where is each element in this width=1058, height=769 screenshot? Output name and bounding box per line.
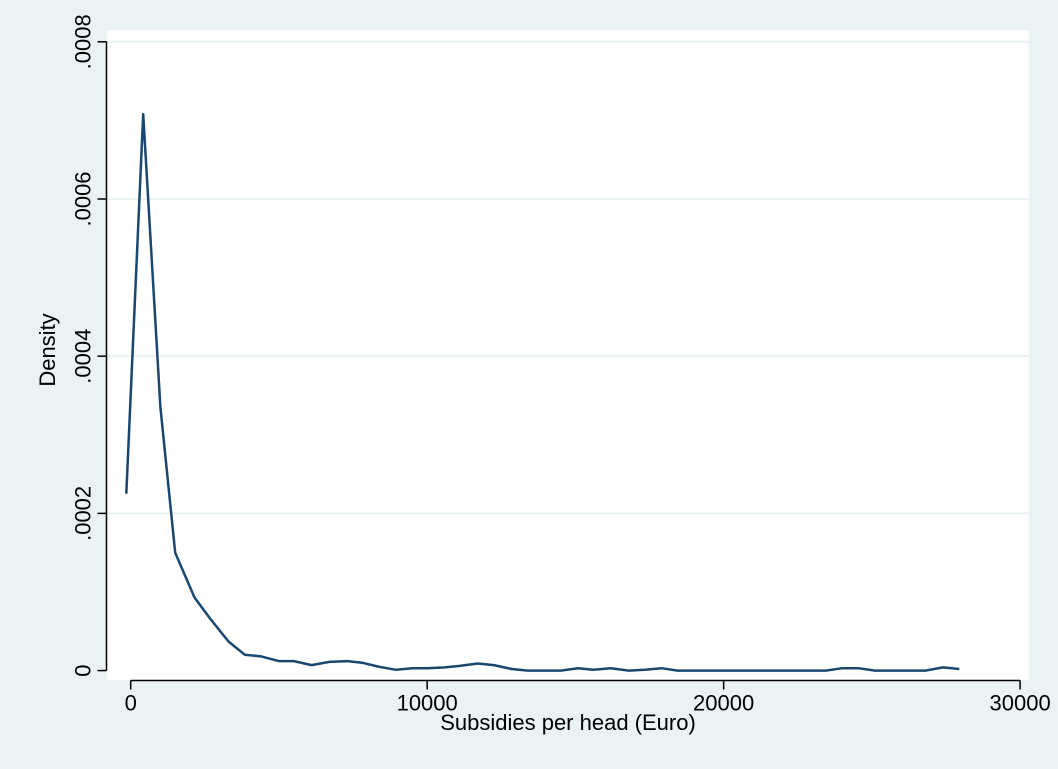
x-axis-title: Subsidies per head (Euro) (440, 710, 696, 735)
y-tick-label-0: 0 (71, 664, 96, 676)
gridlines (107, 40, 1029, 515)
ticks: 0 .0002 .0004 .0006 .0008 0 10000 20000 30000 (71, 14, 1051, 715)
series (125, 112, 960, 672)
y-tick-label-3: .0006 (71, 171, 96, 226)
plot-area (107, 30, 1029, 680)
x-tick-label-3: 30000 (990, 691, 1051, 716)
x-tick-label-1: 10000 (397, 691, 458, 716)
y-tick-label-2: .0004 (71, 329, 96, 384)
density-line-0 (125, 112, 960, 672)
x-tick-label-0: 0 (125, 691, 137, 716)
y-tick-label-1: .0002 (71, 486, 96, 541)
x-tick-label-2: 20000 (693, 691, 754, 716)
y-axis-title: Density (35, 313, 60, 386)
y-tick-label-4: .0008 (71, 14, 96, 69)
